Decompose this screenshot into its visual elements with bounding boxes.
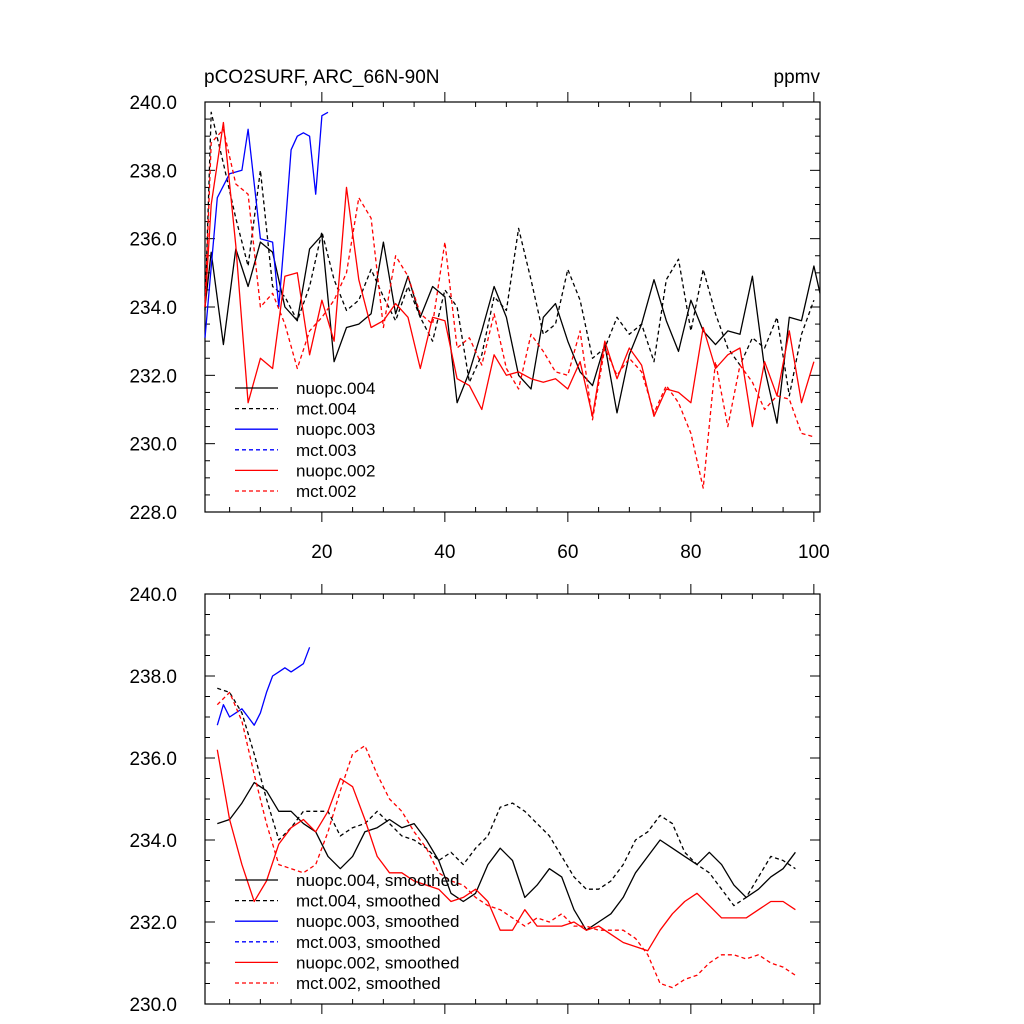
legend-label: mct.002 (296, 482, 356, 501)
legend-label: nuopc.004, smoothed (296, 871, 460, 890)
units-label: ppmv (774, 67, 821, 88)
legend-label: mct.003 (296, 441, 356, 460)
y-tick-label: 230.0 (129, 435, 177, 456)
y-tick-label: 236.0 (129, 230, 177, 251)
series-line-mct-004 (204, 111, 815, 397)
y-tick-label: 238.0 (129, 161, 177, 182)
series-line-mct-002 (204, 128, 815, 489)
y-tick-label: 234.0 (129, 831, 177, 852)
bottom-panel: 230.0 232.0 234.0 236.0 238.0 240.0 nuopc.004,… (129, 584, 821, 1016)
legend-label: mct.003, smoothed (296, 933, 441, 952)
series-line-nuopc-003 (204, 111, 329, 338)
series-line-mct-002-smoothed (216, 691, 796, 989)
y-tick-label: 230.0 (129, 995, 177, 1016)
y-tick-label: 236.0 (129, 749, 177, 770)
legend-label: mct.004 (296, 400, 356, 419)
x-tick-label: 60 (557, 542, 578, 563)
legend-label: nuopc.002 (296, 461, 375, 480)
y-tick-label: 232.0 (129, 366, 177, 387)
series-line-nuopc-004 (204, 234, 821, 424)
top-panel: 228.0 230.0 232.0 234.0 236.0 238.0 240.0 20 40 6… (129, 92, 830, 563)
chart-title: pCO2SURF, ARC_66N-90N (204, 67, 439, 88)
y-tick-label: 240.0 (129, 585, 177, 606)
legend-label: nuopc.004 (296, 379, 375, 398)
y-tick-label: 234.0 (129, 298, 177, 319)
legend-label: mct.004, smoothed (296, 892, 441, 911)
x-tick-label: 20 (311, 542, 332, 563)
x-tick-label: 100 (798, 542, 830, 563)
series-line-mct-004-smoothed (217, 687, 796, 907)
x-tick-label: 40 (434, 542, 455, 563)
y-tick-label: 240.0 (129, 93, 177, 114)
y-tick-label: 232.0 (129, 913, 177, 934)
legend-label: mct.002, smoothed (296, 974, 441, 993)
x-tick-label: 80 (680, 542, 701, 563)
y-tick-label: 238.0 (129, 667, 177, 688)
legend-label: nuopc.003 (296, 420, 375, 439)
legend-label: nuopc.003, smoothed (296, 912, 460, 931)
series-line-nuopc-002-smoothed (216, 749, 796, 952)
series-line-nuopc-002 (204, 121, 815, 428)
legend-label: nuopc.002, smoothed (296, 953, 460, 972)
y-tick-label: 228.0 (129, 503, 177, 524)
series-line-nuopc-003-smoothed (216, 647, 311, 726)
